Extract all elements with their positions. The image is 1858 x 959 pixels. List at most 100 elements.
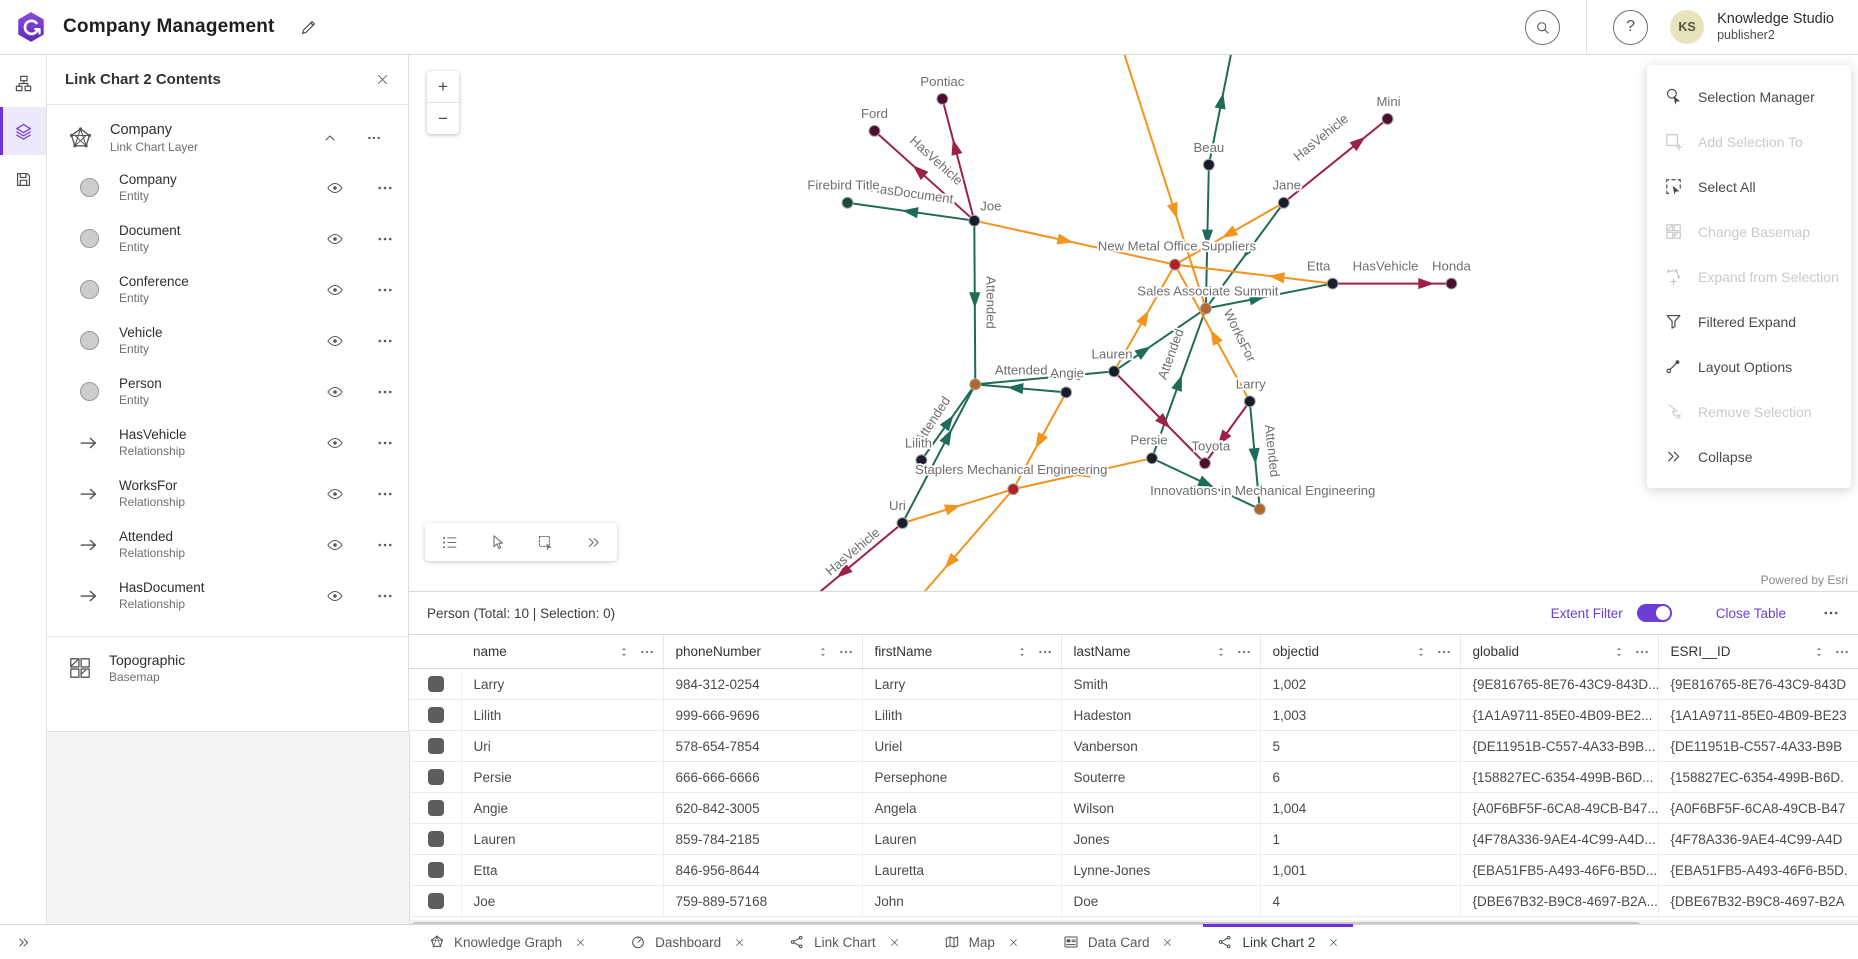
context-menu-item[interactable]: Expand from Selection xyxy=(1647,254,1851,299)
avatar[interactable]: KS xyxy=(1670,10,1705,44)
edge-hasvehicle[interactable] xyxy=(1283,118,1389,204)
close-tab-button[interactable] xyxy=(1162,937,1173,948)
layer-options-button[interactable] xyxy=(376,536,394,554)
column-options-button[interactable] xyxy=(639,644,655,660)
layer-options-button[interactable] xyxy=(376,587,394,605)
row-checkbox[interactable] xyxy=(428,769,444,785)
node-etta[interactable] xyxy=(1326,277,1339,290)
table-row[interactable]: Persie 666-666-6666 Persephone Souterre 6 {15… xyxy=(409,761,1858,793)
extent-filter-toggle[interactable] xyxy=(1636,604,1672,622)
row-checkbox[interactable] xyxy=(428,707,444,723)
column-options-button[interactable] xyxy=(838,644,854,660)
edge-hasvehicle[interactable] xyxy=(1204,400,1251,464)
map-tool-button[interactable] xyxy=(489,534,506,551)
column-header[interactable]: firstName xyxy=(861,634,1061,669)
zoom-in-button[interactable]: + xyxy=(427,71,459,103)
sort-icon[interactable] xyxy=(1812,645,1826,659)
row-checkbox[interactable] xyxy=(428,738,444,754)
row-checkbox[interactable] xyxy=(428,676,444,692)
node-staplers[interactable] xyxy=(1007,483,1020,496)
basemap-row[interactable]: Topographic Basemap xyxy=(47,637,408,699)
row-checkbox[interactable] xyxy=(428,862,444,878)
context-menu-item[interactable]: Remove Selection xyxy=(1647,389,1851,434)
node-summit[interactable] xyxy=(1199,302,1212,315)
layer-list-item[interactable]: HasDocument Relationship xyxy=(47,570,408,621)
context-menu-item[interactable]: Collapse xyxy=(1647,434,1851,479)
node-angie[interactable] xyxy=(1060,386,1073,399)
edge-worksfor[interactable] xyxy=(1123,55,1207,309)
node-larry[interactable] xyxy=(1243,395,1256,408)
column-options-button[interactable] xyxy=(1436,644,1452,660)
visibility-eye-button[interactable] xyxy=(326,281,344,299)
layer-list-item[interactable]: Person Entity xyxy=(47,366,408,417)
column-options-button[interactable] xyxy=(1236,644,1252,660)
layer-list-item[interactable]: WorksFor Relationship xyxy=(47,468,408,519)
link-chart-svg[interactable]: HasVehicleHasDocumentAttendedHasVehicleH… xyxy=(409,55,1858,591)
layer-list-item[interactable]: Document Entity xyxy=(47,213,408,264)
visibility-eye-button[interactable] xyxy=(326,587,344,605)
visibility-eye-button[interactable] xyxy=(326,383,344,401)
map-tool-button[interactable] xyxy=(537,534,554,551)
row-checkbox[interactable] xyxy=(428,800,444,816)
edge-attended[interactable] xyxy=(1113,307,1207,373)
node-jane[interactable] xyxy=(1277,196,1290,209)
visibility-eye-button[interactable] xyxy=(326,179,344,197)
account-info[interactable]: Knowledge Studio publisher2 xyxy=(1717,11,1834,43)
node-ford[interactable] xyxy=(868,124,881,137)
view-tab[interactable]: Link Chart 2 xyxy=(1203,924,1354,959)
close-table-button[interactable]: Close Table xyxy=(1715,605,1786,621)
close-tab-button[interactable] xyxy=(1008,937,1019,948)
table-row[interactable]: Joe 759-889-57168 John Doe 4 {DBE67B32-B9C8-4… xyxy=(409,885,1858,917)
layer-options-button[interactable] xyxy=(376,332,394,350)
map-tool-button[interactable] xyxy=(441,534,458,551)
table-row[interactable]: Uri 578-654-7854 Uriel Vanberson 5 {DE11951B-… xyxy=(409,730,1858,762)
edge-hasvehicle[interactable] xyxy=(941,98,976,221)
context-menu-item[interactable]: Selection Manager xyxy=(1647,74,1851,119)
context-menu-item[interactable]: Change Basemap xyxy=(1647,209,1851,254)
table-options-button[interactable] xyxy=(1822,604,1840,622)
layer-group-row[interactable]: Company Link Chart Layer xyxy=(47,105,408,162)
table-row[interactable]: Angie 620-842-3005 Angela Wilson 1,004 {A0F6B… xyxy=(409,792,1858,824)
context-menu-item[interactable]: Layout Options xyxy=(1647,344,1851,389)
view-tab[interactable]: Knowledge Graph xyxy=(415,925,600,959)
node-honda[interactable] xyxy=(1445,277,1458,290)
node-uri[interactable] xyxy=(896,517,909,530)
node-joe[interactable] xyxy=(968,214,981,227)
row-checkbox[interactable] xyxy=(428,893,444,909)
node-firebird[interactable] xyxy=(841,196,854,209)
collapse-group-button[interactable] xyxy=(322,130,338,146)
table-row[interactable]: Lauren 859-784-2185 Lauren Jones 1 {4F78A336-… xyxy=(409,823,1858,855)
link-chart-canvas[interactable]: HasVehicle HasDocument Attended HasVehicle H… xyxy=(409,55,1858,592)
expand-rail-button[interactable] xyxy=(0,935,47,950)
help-button[interactable]: ? xyxy=(1613,9,1649,45)
column-header[interactable]: name xyxy=(461,634,663,669)
layer-options-button[interactable] xyxy=(376,434,394,452)
column-header[interactable]: ESRI__ID xyxy=(1657,634,1858,669)
sort-icon[interactable] xyxy=(1414,645,1428,659)
column-header[interactable]: globalid xyxy=(1459,634,1658,669)
view-tab[interactable]: Data Card xyxy=(1049,925,1188,959)
layer-list-item[interactable]: HasVehicle Relationship xyxy=(47,417,408,468)
rail-item[interactable] xyxy=(0,155,46,203)
view-tab[interactable]: Dashboard xyxy=(616,925,759,959)
layer-options-button[interactable] xyxy=(376,485,394,503)
column-options-button[interactable] xyxy=(1634,644,1650,660)
node-conf1[interactable] xyxy=(969,378,982,391)
close-tab-button[interactable] xyxy=(575,937,586,948)
edge-hasvehicle[interactable] xyxy=(819,522,904,591)
layer-list-item[interactable]: Conference Entity xyxy=(47,264,408,315)
visibility-eye-button[interactable] xyxy=(326,536,344,554)
close-tab-button[interactable] xyxy=(1328,937,1339,948)
app-logo-icon[interactable] xyxy=(14,10,48,44)
node-persie[interactable] xyxy=(1145,452,1158,465)
column-header[interactable]: lastName xyxy=(1060,634,1260,669)
sort-icon[interactable] xyxy=(1214,645,1228,659)
close-tab-button[interactable] xyxy=(734,937,745,948)
edge-worksfor[interactable] xyxy=(923,488,1014,591)
sort-icon[interactable] xyxy=(1015,645,1029,659)
rail-item[interactable] xyxy=(0,107,46,155)
sort-icon[interactable] xyxy=(617,645,631,659)
edge-worksfor[interactable] xyxy=(1174,263,1333,285)
close-tab-button[interactable] xyxy=(889,937,900,948)
map-tool-button[interactable] xyxy=(585,534,602,551)
